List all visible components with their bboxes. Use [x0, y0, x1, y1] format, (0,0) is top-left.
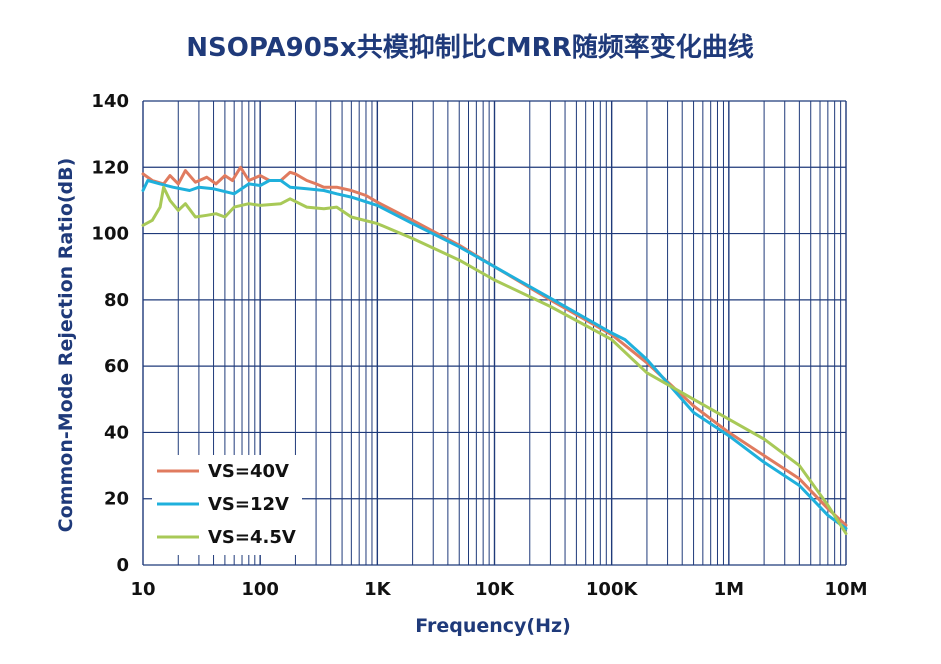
y-tick-label: 60 — [104, 356, 129, 377]
x-tick-label: 1K — [364, 579, 392, 600]
y-tick-label: 120 — [91, 157, 129, 178]
y-tick-label: 140 — [91, 91, 129, 112]
x-axis-title: Frequency(Hz) — [415, 615, 571, 637]
y-tick-label: 0 — [116, 555, 129, 576]
legend: VS=40V VS=12V VS=4.5V — [152, 455, 302, 555]
y-axis-title: Common-Mode Rejection Ratio(dB) — [55, 158, 77, 533]
x-tick-label: 10 — [130, 579, 155, 600]
y-tick-label: 20 — [104, 489, 129, 510]
y-tick-label: 40 — [104, 422, 129, 443]
legend-label-1: VS=12V — [208, 494, 289, 515]
chart-title: NSOPA905x共模抑制比CMRR随频率变化曲线 — [186, 32, 753, 63]
series-line-2 — [141, 185, 848, 535]
y-tick-label: 100 — [91, 224, 129, 245]
x-tick-label: 1M — [714, 579, 744, 600]
x-tick-label: 100 — [241, 579, 279, 600]
y-tick-labels: 0 20 40 60 80 100 120 140 — [91, 91, 129, 576]
legend-label-0: VS=40V — [208, 461, 289, 482]
series-layer — [141, 165, 848, 535]
x-tick-label: 100K — [586, 579, 639, 600]
y-tick-label: 80 — [104, 290, 129, 311]
series-line-1 — [141, 179, 848, 530]
x-tick-labels: 10 100 1K 10K 100K 1M 10M — [130, 579, 867, 600]
x-tick-label: 10K — [475, 579, 515, 600]
legend-label-2: VS=4.5V — [208, 527, 296, 548]
series-line-0 — [141, 165, 848, 527]
x-tick-label: 10M — [825, 579, 868, 600]
